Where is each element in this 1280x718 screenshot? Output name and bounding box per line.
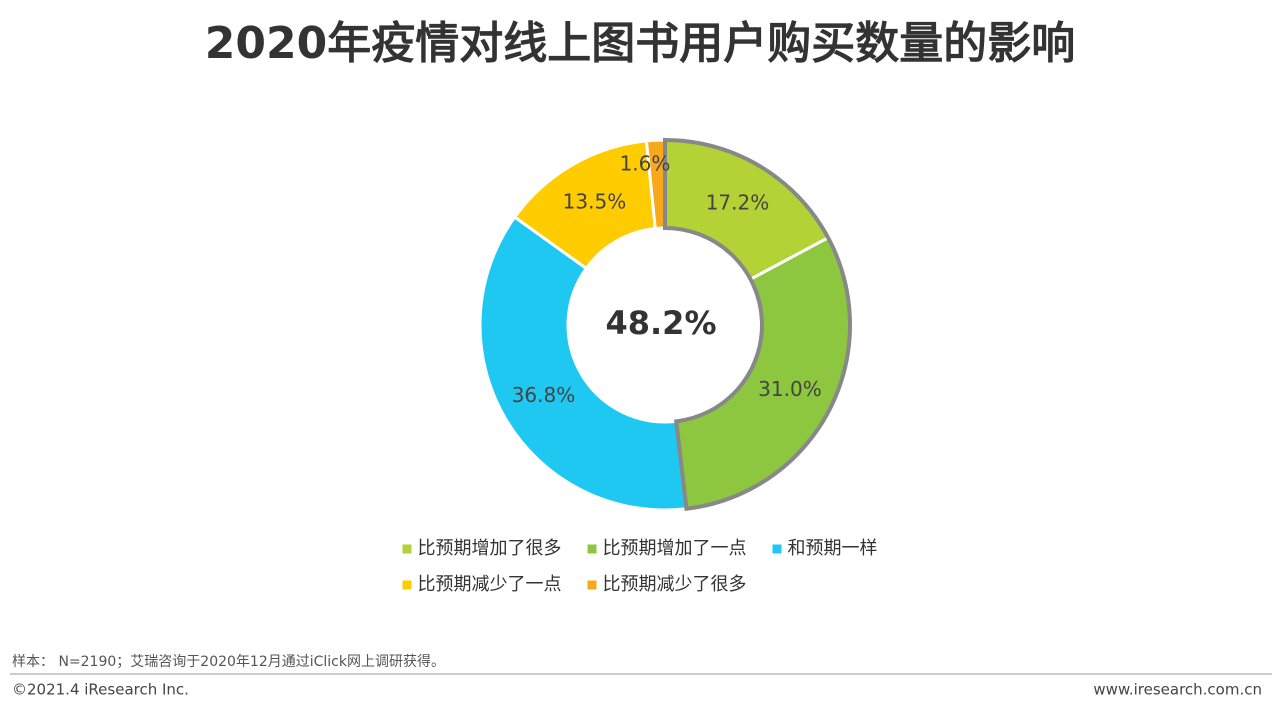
data-label: 36.8% [512,383,576,407]
chart-title: 2020年疫情对线上图书用户购买数量的影响 [205,18,1075,69]
center-label: 48.2% [605,304,716,342]
legend-swatch [402,580,412,590]
legend-label: 比预期增加了一点 [603,538,747,559]
legend-label: 比预期减少了很多 [603,574,747,595]
source-note: 样本： N=2190；艾瑞咨询于2020年12月通过iClick网上调研获得。 [12,653,445,670]
legend-label: 比预期减少了一点 [418,574,562,595]
legend-swatch [587,544,597,554]
data-label: 31.0% [758,377,822,401]
copyright: ©2021.4 iResearch Inc. [12,681,189,699]
pie-slice [478,214,689,512]
data-label: 17.2% [706,191,770,215]
legend-swatch [587,580,597,590]
legend-label: 和预期一样 [788,538,878,559]
data-label: 13.5% [563,189,627,213]
legend-swatch [402,544,412,554]
pie-slice [674,235,852,511]
legend-label: 比预期增加了很多 [418,538,562,559]
website: www.iresearch.com.cn [1093,681,1262,699]
legend-swatch [772,544,782,554]
data-label: 1.6% [620,152,671,176]
highlight-outline [663,137,852,511]
